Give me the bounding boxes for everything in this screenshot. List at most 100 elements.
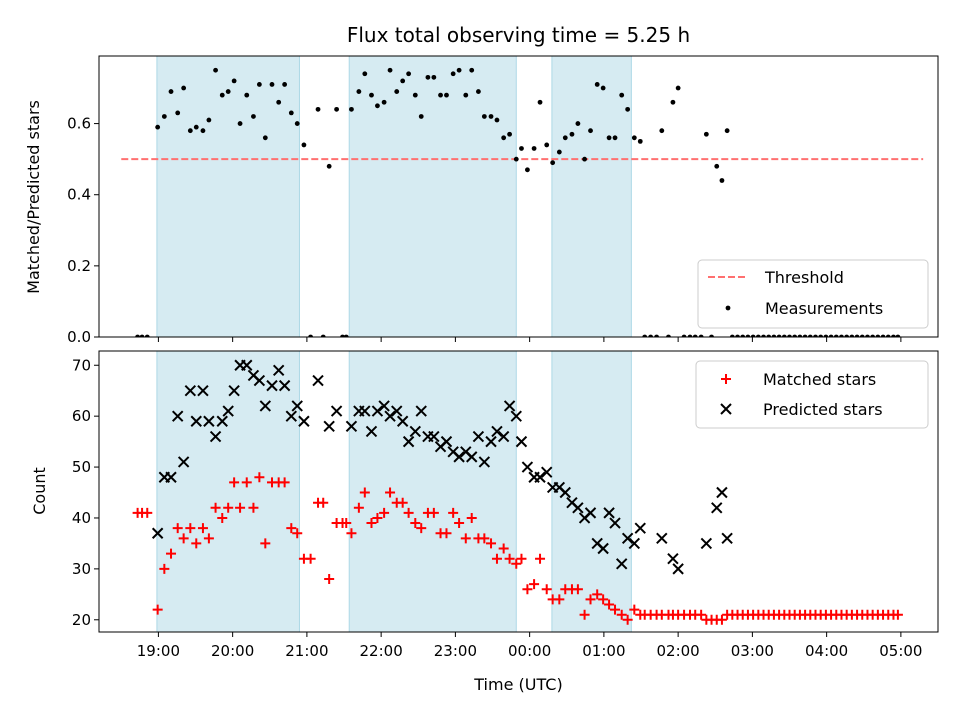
measurement-point xyxy=(625,106,631,112)
measurement-point xyxy=(356,89,362,94)
measurement-point xyxy=(619,92,625,98)
measurement-point xyxy=(161,114,167,119)
matched-stars-point xyxy=(191,538,202,549)
predicted-stars-point xyxy=(584,507,597,519)
predicted-stars-point xyxy=(628,537,641,550)
matched-stars-point xyxy=(178,533,189,544)
matched-stars-point xyxy=(292,528,303,539)
measurement-point xyxy=(456,67,462,73)
matched-stars-point xyxy=(248,502,259,513)
predicted-stars-point xyxy=(378,400,390,412)
plot-frame xyxy=(98,350,939,633)
matched-stars-point xyxy=(610,604,621,615)
matched-stars-point xyxy=(203,533,214,544)
predicted-stars-point xyxy=(409,425,422,438)
matched-stars-point xyxy=(572,584,583,595)
predicted-stars-point xyxy=(634,522,646,534)
matched-stars-point xyxy=(616,609,627,620)
predicted-stars-point xyxy=(510,410,522,422)
y-tick-label: 0.0 xyxy=(67,328,91,346)
matched-stars-point xyxy=(229,477,240,488)
predicted-stars-point xyxy=(621,532,634,545)
predicted-stars-point xyxy=(466,451,478,463)
measurement-point xyxy=(714,163,720,169)
predicted-stars-point xyxy=(216,415,228,427)
measurement-point xyxy=(612,135,618,141)
measurement-point xyxy=(406,71,412,77)
measurement-point xyxy=(537,99,543,105)
legend-top: Threshold Measurements xyxy=(697,259,929,329)
measurement-point xyxy=(301,142,307,148)
matched-stars-point xyxy=(366,518,377,529)
measurement-point xyxy=(880,334,886,337)
measurement-point xyxy=(670,99,676,105)
matched-stars-point xyxy=(460,533,471,544)
matched-stars-point xyxy=(410,518,421,529)
predicted-stars-point xyxy=(656,532,668,545)
matched-stars-point xyxy=(359,487,370,498)
measurement-point xyxy=(256,82,262,87)
measurement-point xyxy=(724,128,730,134)
measurement-point xyxy=(343,334,349,337)
measurement-point xyxy=(875,334,881,337)
measurement-point xyxy=(569,131,575,137)
matched-stars-point xyxy=(152,604,163,615)
matched-stars-point xyxy=(522,584,533,595)
measurement-point xyxy=(740,334,746,337)
matched-stars-point xyxy=(454,518,465,529)
predicted-stars-point xyxy=(428,430,440,443)
measurement-point xyxy=(139,334,145,337)
predicted-stars-point xyxy=(359,405,371,417)
predicted-stars-point xyxy=(266,379,278,392)
measurement-point xyxy=(703,131,709,137)
measurement-point xyxy=(823,334,829,337)
measurement-point xyxy=(340,334,345,337)
matched-stars-point xyxy=(592,589,603,600)
measurement-point xyxy=(531,146,537,151)
observing-window-span xyxy=(551,55,632,338)
measurement-point xyxy=(588,128,593,134)
measurement-point xyxy=(181,85,187,91)
predicted-stars-point xyxy=(402,435,415,448)
predicted-stars-point xyxy=(485,435,497,448)
matched-stars-point xyxy=(416,523,427,534)
predicted-stars-point xyxy=(667,552,679,565)
legend-bottom: Matched stars Predicted stars xyxy=(695,360,929,429)
y-tick-label: 20 xyxy=(72,611,91,629)
measurement-point xyxy=(807,334,813,337)
predicted-stars-point xyxy=(384,410,396,422)
plot-frame xyxy=(98,55,939,338)
measurement-point xyxy=(315,106,321,112)
matched-stars-point xyxy=(585,594,596,605)
measurement-point xyxy=(755,334,761,337)
predicted-stars-point xyxy=(184,384,197,397)
predicted-stars-point xyxy=(541,466,553,478)
predicted-stars-point xyxy=(298,415,310,427)
predicted-stars-point xyxy=(197,384,209,397)
measurement-point xyxy=(438,92,443,98)
predicted-stars-point xyxy=(278,379,291,392)
measurement-point xyxy=(642,334,648,337)
measurement-point xyxy=(334,106,339,112)
matched-stars-point xyxy=(448,507,459,518)
measurement-point xyxy=(349,106,354,112)
predicted-stars-point xyxy=(285,410,298,422)
measurement-point xyxy=(481,114,487,119)
matched-stars-point xyxy=(372,512,383,523)
predicted-stars-point xyxy=(371,405,384,417)
y-tick-label: 40 xyxy=(72,509,91,527)
predicted-stars-point xyxy=(259,400,272,412)
matched-stars-point xyxy=(324,574,335,585)
measurement-point xyxy=(206,117,212,123)
predicted-stars-point xyxy=(415,405,427,417)
measurement-point xyxy=(225,89,231,94)
measurement-point xyxy=(776,334,782,337)
predicted-stars-point xyxy=(572,502,584,514)
predicted-stars-point xyxy=(453,451,465,463)
measurement-point xyxy=(544,142,550,148)
measurement-point xyxy=(362,71,368,77)
matched-stars-point xyxy=(466,512,477,523)
x-tick-label: 00:00 xyxy=(508,642,551,660)
predicted-stars-point xyxy=(291,400,303,412)
measurement-point xyxy=(525,167,530,173)
